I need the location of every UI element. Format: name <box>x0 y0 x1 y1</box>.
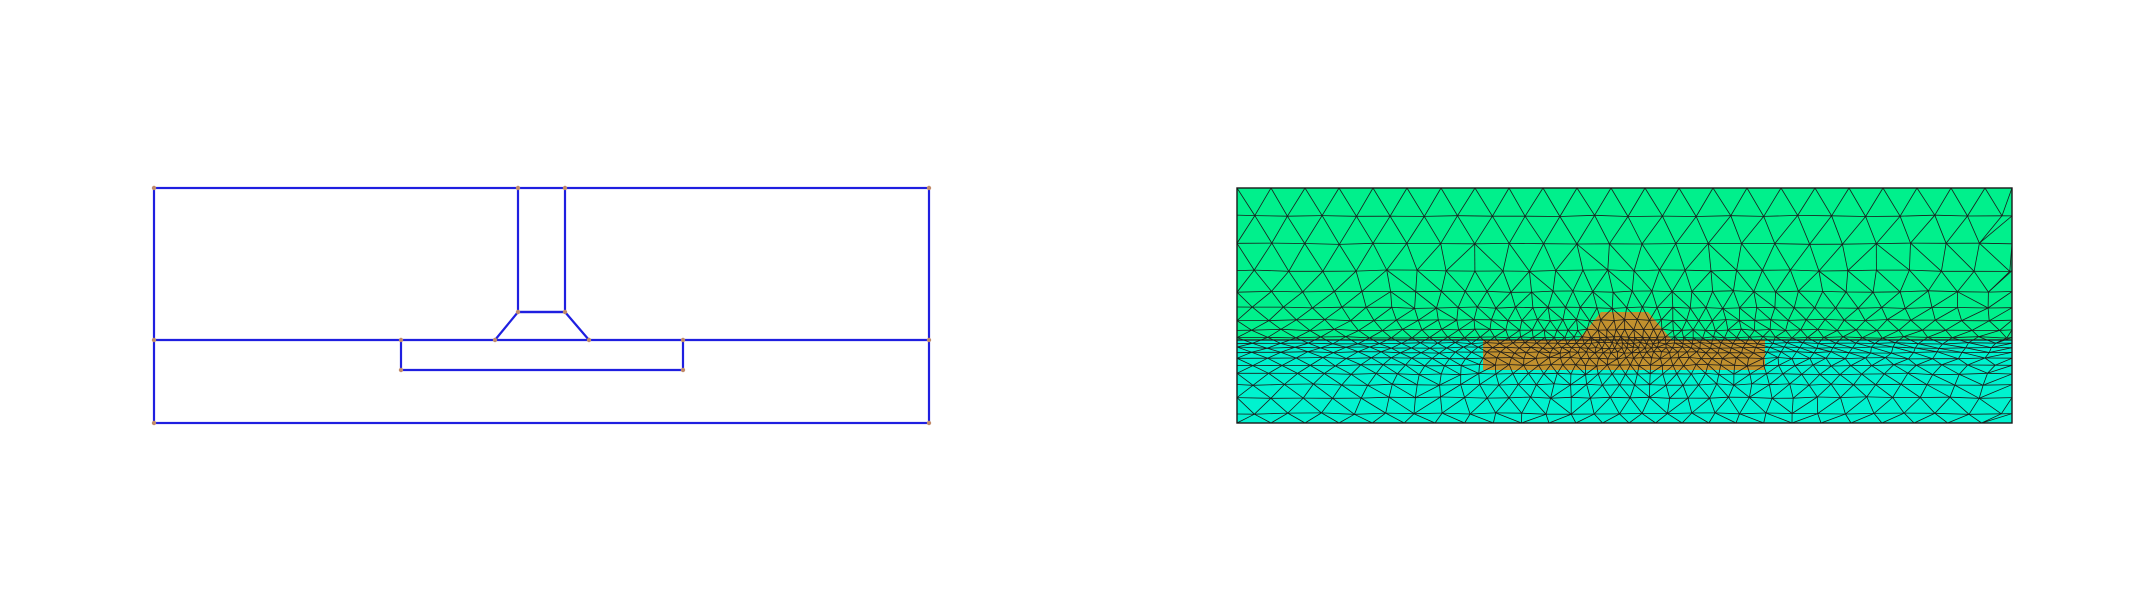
geometry-vertex <box>492 337 498 343</box>
mesh-panel <box>1236 187 2013 424</box>
geometry-vertex <box>151 337 157 343</box>
geometry-vertex <box>586 337 592 343</box>
geometry-vertex <box>680 337 686 343</box>
geometry-vertex <box>926 420 932 426</box>
geometry-vertex <box>680 367 686 373</box>
geometry-panel <box>151 185 932 426</box>
outer-boundary <box>152 186 931 425</box>
geometry-vertex <box>151 185 157 191</box>
geometry-vertex <box>926 337 932 343</box>
mesh-boundary <box>1236 187 2013 424</box>
taper-outline <box>494 310 590 341</box>
geometry-vertex <box>515 309 521 315</box>
geometry-vertex <box>562 185 568 191</box>
geometry-vertex <box>926 185 932 191</box>
buried-slab-outline <box>399 340 685 372</box>
geometry-vertex <box>515 185 521 191</box>
geometry-vertex <box>151 420 157 426</box>
geometry-vertex <box>562 309 568 315</box>
rib-waveguide-outline <box>516 188 567 314</box>
geometry-vertex <box>398 367 404 373</box>
mesh-edges <box>1237 188 2012 423</box>
geometry-vertices <box>151 185 932 426</box>
geometry-vertex <box>398 337 404 343</box>
